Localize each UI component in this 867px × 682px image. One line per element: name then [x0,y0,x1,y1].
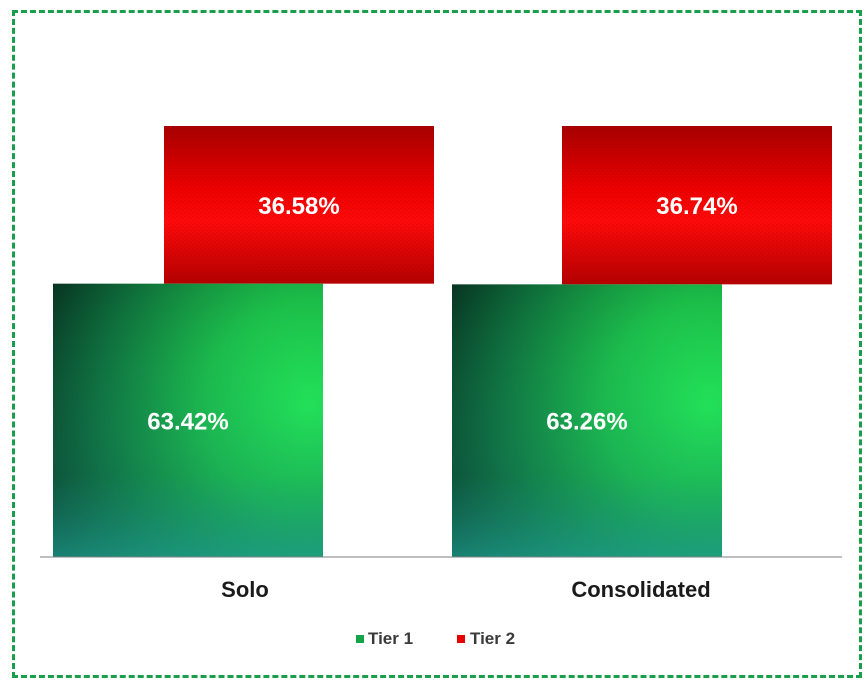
data-label-tier-2-solo: 36.58% [258,193,339,220]
data-label-tier-1-solo: 63.42% [147,408,228,435]
x-tick-label-solo: Solo [221,577,269,602]
legend-label-tier-1: Tier 1 [368,629,413,648]
legend-swatch-tier-1 [356,635,364,643]
chart-frame [12,10,862,678]
bar-texture [562,126,832,285]
legend-label-tier-2: Tier 2 [470,629,515,648]
data-label-tier-2-consolidated: 36.74% [656,193,737,220]
bar-shading [53,283,323,557]
legend-swatch-tier-2 [457,635,465,643]
x-tick-label-consolidated: Consolidated [571,577,710,602]
data-label-tier-1-consolidated: 63.26% [546,409,627,436]
bar-texture [164,125,434,284]
bar-shading [452,284,722,557]
